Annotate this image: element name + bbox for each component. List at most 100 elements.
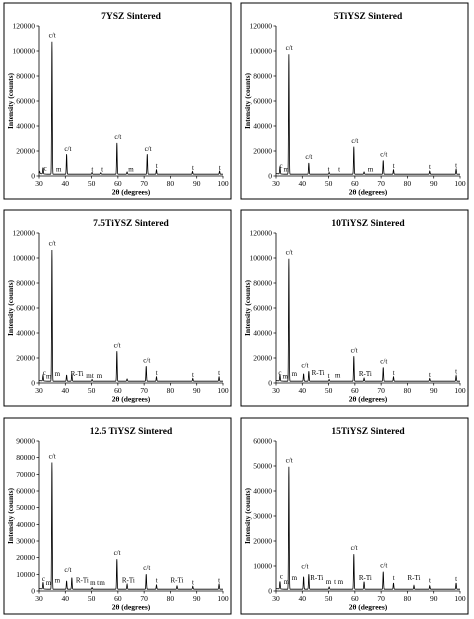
peak-annotation: c/t [286, 248, 293, 256]
peak-annotation: t [429, 371, 431, 379]
peak-annotation: t [91, 166, 93, 174]
peak-annotation: t [156, 162, 158, 170]
y-tick-label: 90000 [16, 437, 35, 446]
x-axis-label: 2θ (degrees) [349, 188, 388, 197]
peak-annotation: t [393, 162, 395, 170]
y-tick-label: 60000 [16, 487, 35, 496]
y-tick-label: 80000 [16, 279, 35, 288]
peak-annotation: m [326, 578, 332, 586]
y-tick-label: 20000 [16, 553, 35, 562]
peak-annotation: c/t [286, 44, 293, 52]
y-tick-label: 60000 [253, 97, 272, 106]
chart-panel: 15TiYSZ Sintered 0 10000 20000 30000 40000 500… [240, 417, 469, 615]
chart-panel: 7.5TiYSZ Sintered 0 20000 40000 60000 80000 10… [3, 209, 232, 407]
x-tick-label: 80 [404, 386, 412, 395]
y-tick-label: 20000 [16, 147, 35, 156]
peak-annotation: c [43, 369, 46, 377]
chart-panel: 12.5 TiYSZ Sintered 0 10000 20000 30000 40000… [3, 417, 232, 615]
x-tick-label: 100 [217, 386, 229, 395]
y-axis-label: Intensity (counts) [6, 487, 15, 544]
chart-title: 15TiYSZ Sintered [331, 427, 405, 437]
y-tick-label: 40000 [253, 122, 272, 131]
peak-annotation: m [99, 579, 105, 587]
y-tick-label: 40000 [16, 329, 35, 338]
x-tick-label: 70 [377, 386, 385, 395]
x-axis-label: 2θ (degrees) [112, 188, 151, 197]
x-tick-label: 70 [140, 594, 148, 603]
xrd-pattern-line [38, 249, 223, 382]
y-tick-label: 0 [31, 379, 35, 388]
peak-annotation: c/t [301, 361, 308, 369]
x-tick-label: 40 [62, 179, 70, 188]
peak-annotation: m [338, 578, 344, 586]
x-axis-label: 2θ (degrees) [349, 395, 388, 404]
y-axis-label: Intensity (counts) [243, 279, 252, 336]
peak-annotation: c [43, 164, 46, 172]
y-tick-label: 30000 [253, 512, 272, 521]
x-tick-label: 90 [193, 594, 201, 603]
chart-panel: 5TiYSZ Sintered 0 20000 40000 60000 80000 1000… [240, 2, 469, 200]
x-tick-label: 50 [325, 386, 333, 395]
peak-annotation: t [192, 371, 194, 379]
y-tick-label: 10000 [253, 562, 272, 571]
y-tick-label: 40000 [16, 520, 35, 529]
x-tick-label: 100 [454, 594, 466, 603]
x-tick-label: 50 [325, 594, 333, 603]
x-tick-label: 50 [88, 386, 96, 395]
peak-annotation: t [455, 368, 457, 376]
xrd-pattern-line [275, 258, 460, 382]
peak-annotation: c/t [301, 563, 308, 571]
x-tick-label: 80 [404, 594, 412, 603]
y-tick-label: 30000 [16, 537, 35, 546]
x-tick-label: 100 [217, 179, 229, 188]
peak-annotation: c/t [49, 240, 56, 248]
y-tick-label: 80000 [16, 72, 35, 81]
x-tick-label: 90 [193, 179, 201, 188]
y-tick-label: 80000 [253, 72, 272, 81]
y-axis-label: Intensity (counts) [243, 72, 252, 129]
peak-annotation: m [55, 370, 61, 378]
x-tick-label: 40 [299, 594, 307, 603]
x-tick-label: 60 [114, 386, 122, 395]
peak-annotation: c [42, 575, 45, 583]
y-tick-label: 120000 [250, 22, 273, 31]
y-tick-label: 120000 [13, 22, 36, 31]
x-tick-label: 30 [35, 179, 43, 188]
x-tick-label: 40 [62, 594, 70, 603]
xrd-pattern-line [275, 54, 460, 175]
chart-title: 12.5 TiYSZ Sintered [90, 427, 173, 437]
chart-title: 7.5TiYSZ Sintered [93, 219, 169, 229]
peak-annotation: m [284, 578, 290, 586]
peak-annotation: m [368, 166, 374, 174]
peak-annotation: c/t [380, 151, 387, 159]
x-tick-label: 40 [62, 386, 70, 395]
peak-annotation: R-Ti [408, 574, 421, 582]
x-tick-label: 70 [377, 179, 385, 188]
y-tick-label: 100000 [13, 47, 36, 56]
x-tick-label: 90 [430, 386, 438, 395]
peak-annotation: c [279, 162, 282, 170]
peak-annotation: c/t [49, 453, 56, 461]
y-tick-label: 60000 [16, 97, 35, 106]
peak-annotation: c/t [64, 566, 71, 574]
peak-annotation: c/t [380, 358, 387, 366]
y-axis-label: Intensity (counts) [6, 279, 15, 336]
peak-annotation: R-Ti [171, 577, 184, 585]
y-tick-label: 20000 [253, 537, 272, 546]
peak-annotation: c/t [145, 145, 152, 153]
x-tick-label: 50 [88, 594, 96, 603]
y-tick-label: 20000 [253, 147, 272, 156]
peak-annotation: c/t [64, 145, 71, 153]
chart-panel: 10TiYSZ Sintered 0 20000 40000 60000 80000 100… [240, 209, 469, 407]
peak-annotation: m [282, 373, 288, 381]
y-tick-label: 10000 [16, 570, 35, 579]
x-tick-label: 60 [351, 594, 359, 603]
x-tick-label: 80 [167, 179, 175, 188]
x-tick-label: 100 [454, 386, 466, 395]
peak-annotation: m [292, 574, 298, 582]
peak-annotation: t [334, 578, 336, 586]
y-tick-label: 0 [31, 172, 35, 181]
x-tick-label: 60 [114, 179, 122, 188]
x-tick-label: 80 [404, 179, 412, 188]
